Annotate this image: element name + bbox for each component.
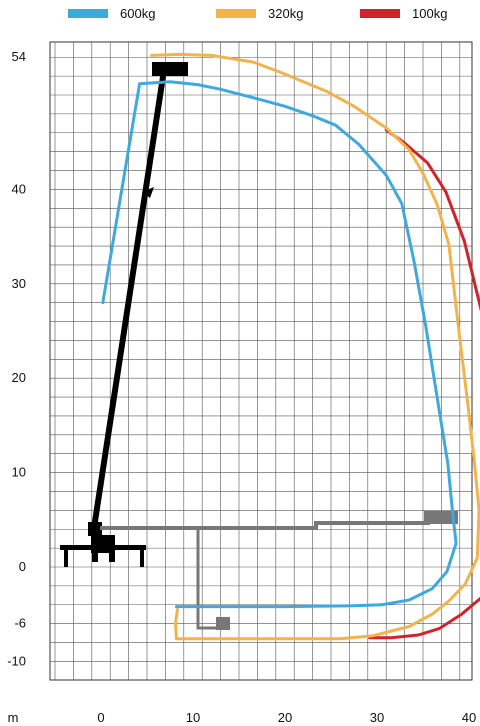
series-line-320kg	[150, 52, 480, 641]
series-line-100kg	[368, 128, 480, 640]
x-tick-label: 0	[97, 710, 104, 725]
legend-swatch	[68, 9, 108, 18]
legend: 600kg 320kg 100kg	[68, 6, 447, 21]
y-tick-label: 30	[12, 276, 26, 291]
jib-lower-head	[216, 617, 230, 630]
y-tick-label: 20	[12, 370, 26, 385]
legend-label: 600kg	[120, 6, 155, 21]
series-line-600kg	[101, 80, 458, 609]
main-boom	[91, 70, 167, 528]
tick-labels: 54 40 30 20 10 0 -6 -10 0 10 20 30 40 m	[7, 49, 476, 725]
legend-label: 320kg	[268, 6, 303, 21]
outrigger-leg-right	[140, 545, 144, 567]
boom-knuckle	[142, 187, 154, 198]
basket	[152, 62, 188, 76]
plot-border	[49, 41, 473, 681]
lift-machine-illustration	[60, 62, 458, 630]
y-tick-label: 54	[12, 49, 26, 64]
y-tick-label: 0	[19, 559, 26, 574]
jib-head	[424, 511, 458, 524]
x-tick-label: 30	[370, 710, 384, 725]
series-lines	[101, 52, 480, 641]
base-block	[91, 535, 115, 553]
legend-swatch	[216, 9, 256, 18]
legend-swatch	[360, 9, 400, 18]
jib-horizontal	[100, 521, 430, 530]
x-tick-label: 20	[278, 710, 292, 725]
y-tick-label: -6	[14, 616, 26, 631]
grid	[49, 41, 473, 681]
base-foot-right	[109, 552, 115, 562]
base-foot-left	[92, 552, 98, 562]
x-axis-label: m	[8, 710, 19, 725]
legend-label: 100kg	[412, 6, 447, 21]
x-tick-label: 10	[186, 710, 200, 725]
y-tick-label: 40	[12, 181, 26, 196]
x-tick-label: 40	[462, 710, 476, 725]
y-tick-label: -10	[7, 653, 26, 668]
outrigger-leg-left	[64, 545, 68, 567]
y-tick-label: 10	[12, 465, 26, 480]
